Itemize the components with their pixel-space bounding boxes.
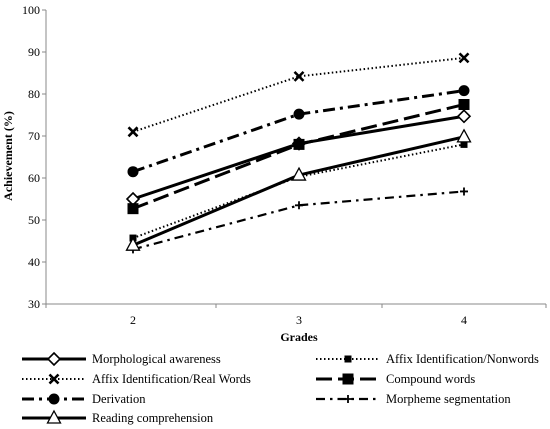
series-3-point [293,70,305,82]
series-line-5 [132,89,465,174]
series-5-point [293,108,305,120]
legend-item: Affix Identification/Nonwords [316,352,539,366]
legend-item: Derivation [22,392,146,406]
y-tick-label: 60 [28,171,40,185]
y-axis-ticks: 30 40 50 60 70 80 90 100 [22,3,46,311]
legend-label: Morphological awareness [92,352,221,366]
x-tick-label: 3 [296,313,302,327]
series-6-point [460,187,468,196]
legend-item: Morpheme segmentation [316,392,511,406]
legend-swatch-marker [46,351,62,367]
legend-label: Affix Identification/Nonwords [386,352,539,366]
x-axis-ticks: 2 3 4 [45,304,547,327]
series-2-point [460,140,468,148]
series-line-1 [132,114,465,201]
x-tick-label: 4 [461,313,467,327]
series-4-point [458,99,470,110]
legend-label: Compound words [386,372,475,386]
series-4-point [127,203,139,215]
series-6-point [295,201,303,210]
legend-label: Morpheme segmentation [386,392,511,406]
series-7-point [291,166,307,181]
legend: Morphological awareness Affix Identificat… [22,351,539,425]
series-lines [132,56,465,251]
x-axis-title: Grades [280,330,318,344]
legend-swatch-marker [46,409,62,424]
series-3-point [458,52,470,64]
legend-swatch-marker [48,373,60,385]
series-3-point [127,126,139,138]
y-tick-label: 100 [22,3,40,17]
series-line-4 [132,103,465,211]
series-5-point [458,85,470,97]
series-line-3 [132,56,465,133]
legend-item: Affix Identification/Real Words [22,372,251,386]
legend-swatch-marker [48,393,60,405]
y-tick-label: 40 [28,255,40,269]
legend-item: Compound words [316,372,475,386]
series-1-point [456,109,472,124]
legend-swatch-marker [344,355,352,363]
legend-label: Reading comprehension [92,411,214,425]
legend-label: Affix Identification/Real Words [92,372,251,386]
y-axis-title: Achievement (%) [1,111,15,201]
legend-swatch-marker [344,395,352,403]
series-4-point [293,138,305,150]
y-tick-label: 30 [28,297,40,311]
series-5-point [127,166,139,178]
legend-label: Derivation [92,392,146,406]
y-tick-label: 90 [28,45,40,59]
series-markers [125,52,472,254]
legend-item: Reading comprehension [22,409,214,425]
y-tick-label: 70 [28,129,40,143]
x-tick-label: 2 [130,313,136,327]
y-tick-label: 80 [28,87,40,101]
legend-swatch-marker [342,373,354,385]
series-7-point [125,236,141,251]
series-line-6 [132,190,465,251]
plot-area: 30 40 50 60 70 80 90 100 2 3 4 [22,3,547,327]
y-tick-label: 50 [28,213,40,227]
legend-item: Morphological awareness [22,351,221,367]
series-7-point [456,128,472,143]
